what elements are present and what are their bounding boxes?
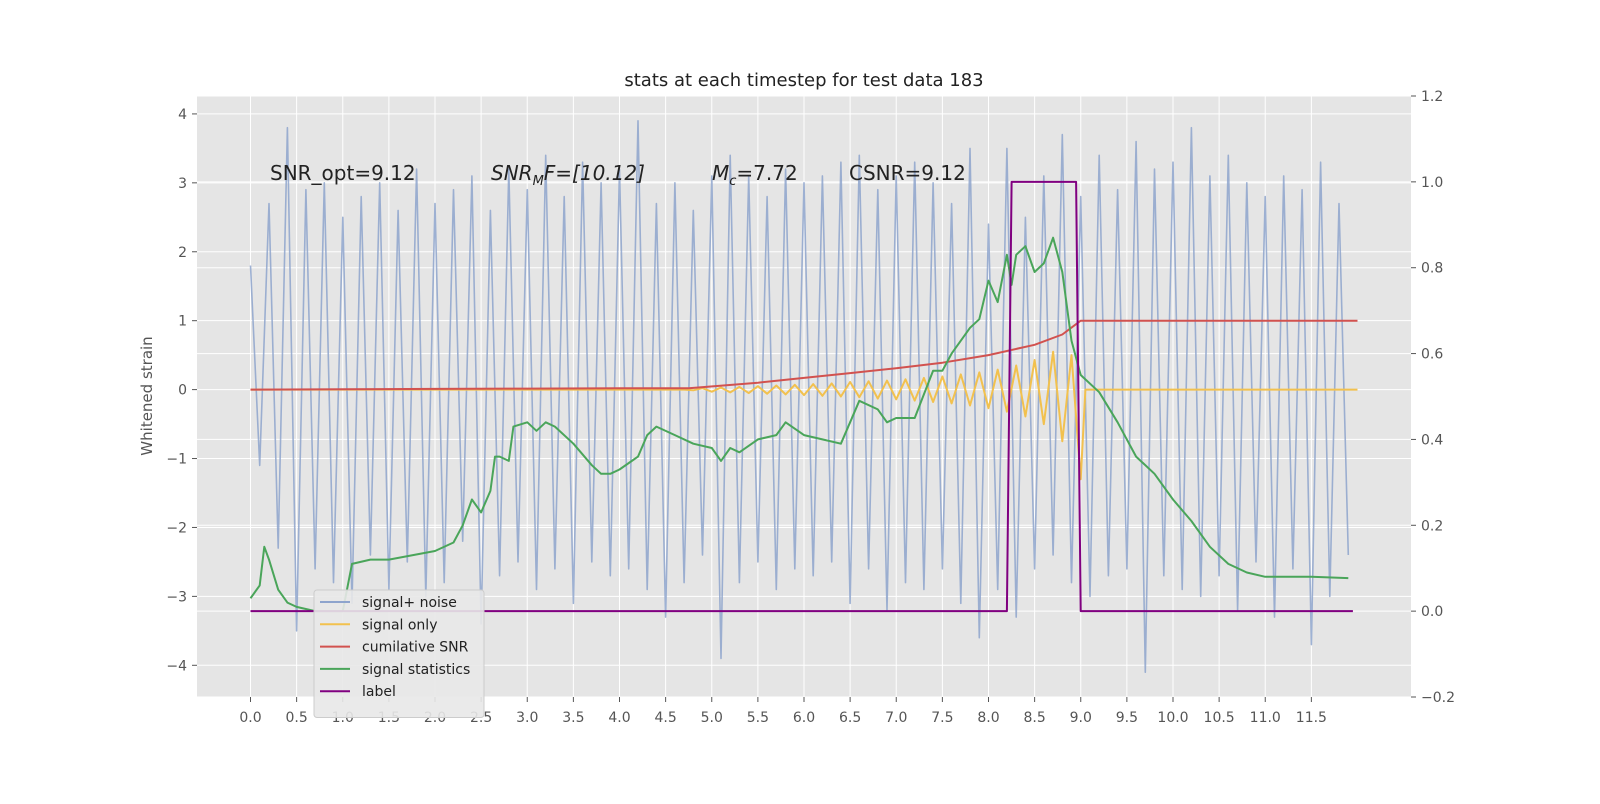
x-tick-label: 9.0 [1070,710,1092,726]
annotation-part: F=[10.12] [544,161,645,185]
x-tick-label: 8.5 [1023,710,1045,726]
legend-label: signal only [362,617,437,633]
y-tick-label: 2 [178,245,187,261]
y2-tick-label: 0.4 [1421,432,1443,448]
x-tick-label: 5.0 [701,710,723,726]
series-group [249,120,1358,674]
series-line [249,120,1350,674]
y2-tick-label: 0.2 [1421,518,1443,534]
legend-label: cumilative SNR [362,640,469,656]
y-tick-label: 0 [178,383,187,399]
legend-label: signal+ noise [362,595,457,611]
x-tick-label: 4.0 [608,710,630,726]
annotation: SNR_opt=9.12 [270,161,416,185]
legend-box [313,589,485,718]
y2-tick-label: 1.0 [1421,175,1443,191]
x-tick-label: 10.5 [1204,710,1235,726]
x-tick-label: 10.0 [1157,710,1188,726]
y-tick-label: −1 [166,452,187,468]
annotation-part: =7.72 [736,161,797,185]
x-tick-label: 6.0 [793,710,815,726]
x-tick-label: 0.5 [285,710,307,726]
axes: 0.00.51.01.52.02.53.03.54.04.55.05.56.06… [166,89,1455,726]
annotation-part: c [729,174,736,189]
legend: signal+ noise signal only cumilative SNR si… [313,589,485,718]
legend-label: signal statistics [362,662,470,678]
annotation: CSNR=9.12 [849,161,966,185]
y2-tick-label: 0.0 [1421,604,1443,620]
x-tick-label: 11.5 [1296,710,1327,726]
x-tick-label: 5.5 [747,710,769,726]
x-tick-label: 7.0 [885,710,907,726]
chart-title: stats at each timestep for test data 183 [624,70,983,91]
series-line [249,236,1349,613]
x-tick-label: 11.0 [1250,710,1281,726]
y-axis-label: Whitened strain [138,336,156,455]
annotation-part: M [533,174,544,189]
series-line [250,319,1358,391]
annotation-part: SNR [491,161,533,185]
x-tick-label: 6.5 [839,710,861,726]
legend-label: label [362,684,396,700]
x-tick-label: 7.5 [931,710,953,726]
series-line [250,180,1353,613]
y-tick-label: −2 [166,520,187,536]
annotation-part: M [712,161,729,185]
annotation: SNRMF=[10.12] [491,161,645,189]
y2-tick-label: 0.6 [1421,347,1443,363]
x-tick-label: 9.5 [1116,710,1138,726]
x-tick-label: 4.5 [654,710,676,726]
x-tick-label: 8.0 [977,710,999,726]
x-tick-label: 3.5 [562,710,584,726]
series-line [250,350,1358,481]
x-tick-label: 0.0 [239,710,261,726]
y2-tick-label: 0.8 [1421,261,1443,277]
y-tick-label: 4 [178,107,187,123]
x-tick-label: 3.0 [516,710,538,726]
y2-tick-label: −0.2 [1421,690,1455,706]
y2-tick-label: 1.2 [1421,89,1443,105]
y-tick-label: 3 [178,176,187,192]
y-tick-label: 1 [178,314,187,330]
y-tick-label: −3 [166,589,187,605]
y-tick-label: −4 [166,658,187,674]
annotation: Mc=7.72 [712,161,798,189]
